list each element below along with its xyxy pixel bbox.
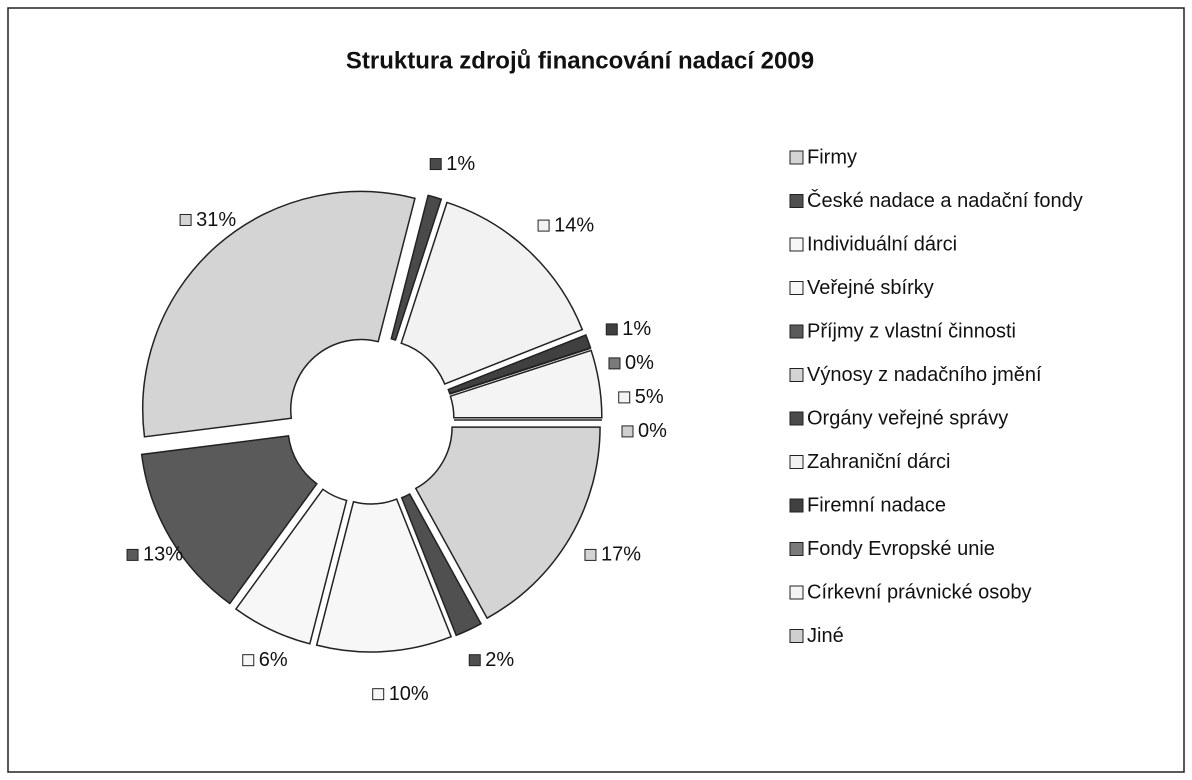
legend-swatch: [789, 498, 804, 513]
data-label-swatch: [618, 391, 631, 404]
data-label: 10%: [389, 683, 429, 705]
data-label-swatch: [372, 688, 385, 701]
chart-title: Struktura zdrojů financování nadací 2009: [346, 47, 814, 74]
donut-slice: [449, 347, 591, 395]
legend-swatch: [789, 411, 804, 426]
donut-slice: [447, 334, 592, 395]
legend-swatch: [789, 585, 804, 600]
donut-slice: [390, 194, 443, 341]
data-label: 31%: [196, 209, 236, 231]
data-label: 13%: [143, 544, 183, 566]
donut-slice: [449, 349, 603, 419]
data-label-swatch: [468, 654, 481, 667]
data-label: 2%: [485, 649, 514, 671]
data-label-swatch: [126, 548, 139, 561]
legend-label: Orgány veřejné správy: [807, 407, 1008, 429]
legend-label: Výnosy z nadačního jmění: [807, 364, 1042, 386]
legend-swatch: [789, 368, 804, 382]
legend-label: Firmy: [807, 146, 857, 168]
donut-slice: [400, 492, 483, 637]
legend-swatch: [789, 324, 804, 339]
legend-swatch: [789, 194, 804, 208]
legend-label: Veřejné sbírky: [807, 277, 934, 299]
legend-label: Fondy Evropské unie: [807, 538, 995, 560]
data-label-text: 0%: [638, 420, 667, 442]
data-label-swatch: [584, 548, 597, 561]
data-label: 6%: [259, 649, 288, 671]
legend-label: Příjmy z vlastní činnosti: [807, 320, 1016, 342]
legend-label: Jiné: [807, 625, 844, 647]
data-label: 5%: [635, 386, 664, 408]
legend-swatch: [789, 455, 804, 469]
data-label-text: 1%: [446, 153, 475, 175]
legend-label: Individuální dárci: [807, 233, 957, 255]
data-label-text: 2%: [485, 649, 514, 671]
data-label-swatch: [621, 425, 634, 438]
donut-slice: [142, 190, 416, 438]
legend-swatch: [789, 629, 804, 643]
legend-label: Církevní právnické osoby: [807, 581, 1032, 603]
legend-swatch: [789, 150, 804, 165]
data-label: 1%: [446, 153, 475, 175]
data-label-swatch: [605, 323, 618, 336]
data-label-text: 5%: [635, 386, 664, 408]
data-label-swatch: [429, 158, 442, 171]
data-label-text: 0%: [625, 352, 654, 374]
donut-slice: [414, 426, 601, 620]
data-label: 14%: [554, 214, 594, 236]
data-label-swatch: [179, 213, 192, 226]
data-label-text: 17%: [601, 544, 641, 566]
legend-label: Zahraniční dárci: [807, 451, 950, 473]
legend-swatch: [789, 281, 804, 295]
data-label-text: 10%: [389, 683, 429, 705]
data-label: 1%: [622, 318, 651, 340]
data-label: 17%: [601, 544, 641, 566]
data-label-swatch: [242, 654, 255, 667]
data-label-text: 31%: [196, 209, 236, 231]
donut-slice: [400, 201, 584, 385]
legend-swatch: [789, 237, 804, 252]
legend-label: České nadace a nadační fondy: [807, 189, 1083, 212]
data-label: 0%: [638, 420, 667, 442]
legend-swatch: [789, 542, 804, 556]
donut-slice: [140, 435, 318, 605]
legend-label: Firemní nadace: [807, 494, 946, 516]
data-label-text: 13%: [143, 544, 183, 566]
data-label-swatch: [608, 357, 621, 370]
data-label-swatch: [537, 219, 550, 232]
data-label-text: 6%: [259, 649, 288, 671]
data-label-text: 1%: [622, 318, 651, 340]
data-label-text: 14%: [554, 214, 594, 236]
data-label: 0%: [625, 352, 654, 374]
donut-slice: [315, 498, 453, 653]
donut-slice: [234, 488, 348, 645]
